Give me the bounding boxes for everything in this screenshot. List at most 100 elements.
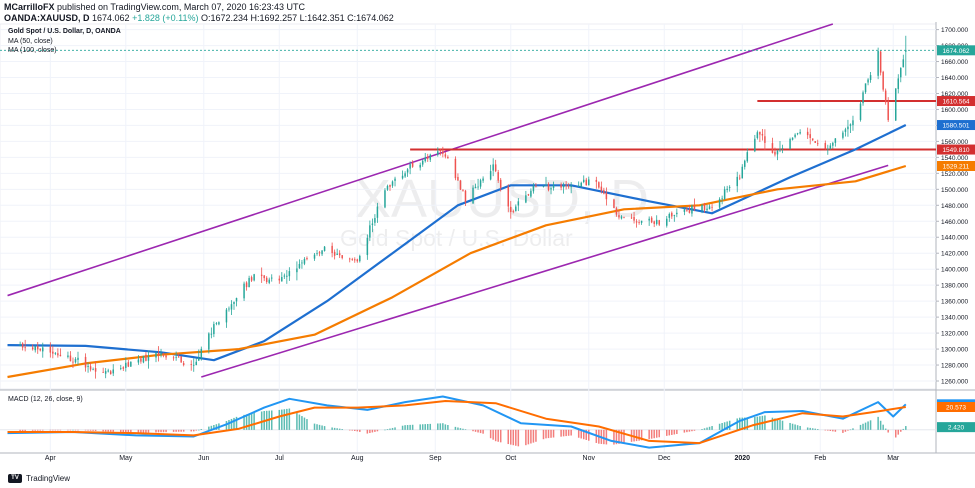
candle (437, 151, 439, 155)
macd-histogram-bar (718, 423, 721, 430)
macd-histogram-bar (142, 429, 145, 433)
macd-histogram-bar (635, 429, 638, 442)
candle (155, 352, 157, 358)
candle (676, 212, 678, 215)
macd-histogram-bar (676, 429, 678, 435)
x-tick-label: Feb (814, 455, 826, 462)
candle (867, 79, 869, 83)
candle (160, 353, 162, 355)
macd-histogram-bar (701, 429, 703, 430)
candle (510, 206, 512, 213)
y-tick-label: 1320.000 (941, 331, 968, 338)
tradingview-logo-icon[interactable]: TV (8, 474, 22, 483)
macd-histogram-bar (39, 429, 42, 431)
macd-histogram-bar (69, 429, 72, 431)
macd-histogram-bar (492, 429, 494, 440)
macd-histogram-bar (359, 429, 361, 432)
candle (409, 164, 411, 169)
candle (213, 324, 215, 335)
y-tick-label: 1280.000 (941, 363, 968, 370)
macd-histogram-bar (77, 429, 79, 431)
x-tick-label: Mar (887, 455, 900, 462)
macd-histogram-bar (721, 422, 723, 430)
x-tick-label: Sep (429, 455, 442, 462)
candle (547, 183, 550, 191)
macd-histogram-bar (774, 418, 776, 430)
footer-brand[interactable]: TradingView (26, 474, 71, 483)
candle (21, 343, 24, 348)
candle (359, 255, 361, 262)
macd-histogram-bar (897, 429, 900, 435)
price-label-text: 1580.501 (942, 123, 969, 130)
legend-title: Gold Spot / U.S. Dollar, D, OANDA (8, 28, 121, 35)
macd-histogram-bar (738, 417, 741, 430)
candle (180, 356, 182, 363)
legend-ma50: MA (50, close) (8, 38, 53, 45)
x-tick-label: Apr (45, 455, 57, 462)
price-label-text: 1674.062 (942, 48, 969, 55)
candle (401, 175, 404, 179)
macd-histogram-bar (816, 429, 819, 430)
candle (457, 176, 459, 181)
candle (306, 258, 308, 260)
candle (366, 237, 369, 256)
macd-histogram-bar (137, 429, 140, 433)
macd-histogram-bar (905, 426, 907, 430)
macd-histogram-bar (122, 429, 125, 433)
macd-histogram-bar (36, 429, 39, 431)
macd-histogram-bar (462, 428, 464, 430)
publisher-name[interactable]: MCarrilloFX (4, 2, 55, 12)
macd-histogram-bar (879, 420, 882, 430)
candle (371, 223, 374, 225)
macd-histogram-bar (799, 425, 801, 430)
candle (630, 217, 633, 219)
candle (796, 133, 799, 135)
y-tick-label: 1660.000 (941, 59, 968, 66)
macd-histogram-bar (489, 429, 492, 439)
candle (260, 274, 263, 276)
candle (52, 351, 54, 354)
x-tick-label: May (119, 455, 133, 462)
macd-histogram-bar (862, 423, 864, 430)
macd-histogram-bar (824, 429, 827, 431)
candle (42, 347, 44, 352)
macd-histogram-bar (867, 421, 869, 430)
y-tick-label: 1480.000 (941, 203, 968, 210)
candle (849, 124, 852, 126)
y-tick-label: 1420.000 (941, 251, 968, 258)
chart-canvas[interactable]: 1260.000 1280.000 1300.000 1320.000 1340.000… (0, 22, 975, 474)
candle (190, 364, 192, 365)
candle (253, 274, 255, 281)
macd-histogram-bar (180, 429, 182, 432)
symbol[interactable]: OANDA:XAUUSD, D (4, 13, 90, 23)
candle (577, 185, 580, 187)
candle (580, 182, 582, 187)
macd-histogram-bar (437, 423, 439, 430)
candle (605, 192, 608, 200)
macd-histogram-bar (208, 426, 210, 430)
x-tick-label: Dec (658, 455, 671, 462)
macd-histogram-bar (24, 429, 26, 431)
candle (560, 184, 562, 188)
trendline-channel-upper (7, 23, 834, 297)
macd-histogram-bar (811, 428, 814, 430)
macd-histogram-bar (175, 429, 177, 432)
macd-histogram-bar (67, 429, 69, 431)
macd-histogram-bar (638, 429, 640, 441)
macd-histogram-bar (160, 429, 162, 433)
candle (759, 131, 761, 135)
candle (391, 181, 394, 186)
macd-histogram-bar (525, 429, 527, 446)
price-label-tag (937, 120, 975, 131)
macd-histogram-bar (686, 429, 688, 433)
candle (265, 277, 268, 282)
macd-histogram-bar (527, 429, 530, 445)
candle (72, 361, 74, 363)
macd-histogram-bar (230, 418, 233, 430)
candle (92, 369, 94, 371)
candle (862, 92, 864, 104)
candle (859, 103, 862, 120)
macd-histogram-bar (474, 429, 477, 432)
y-tick-label: 1560.000 (941, 139, 968, 146)
candle (404, 173, 406, 177)
